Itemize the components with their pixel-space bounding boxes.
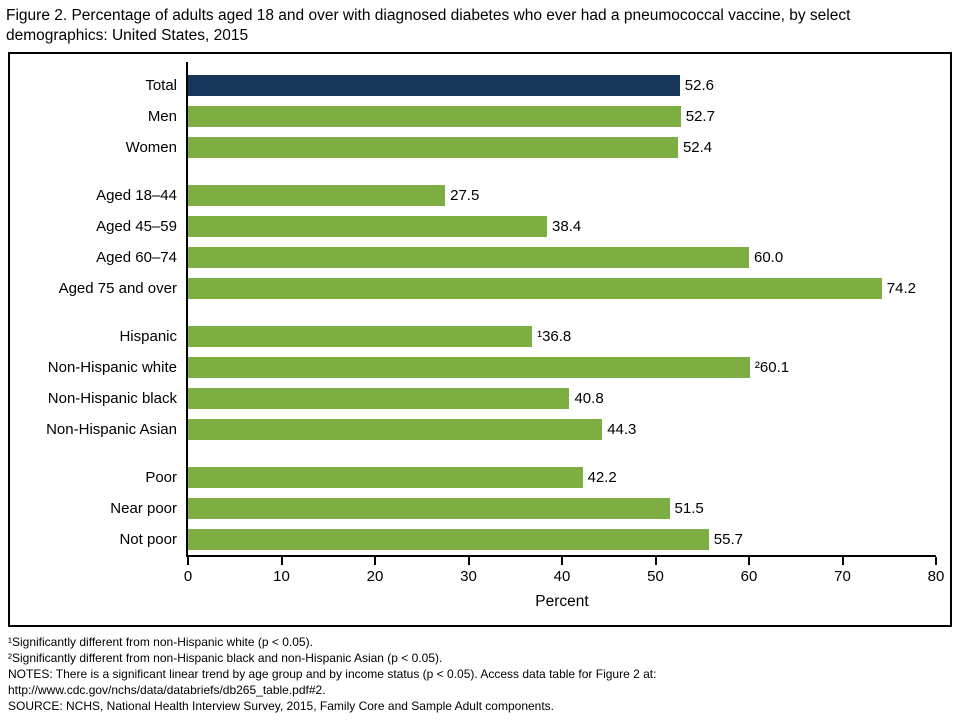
tick-label: 10 [273,568,290,586]
value-label: ¹36.8 [537,328,572,346]
value-label: 44.3 [607,421,637,439]
value-label: 60.0 [754,249,784,267]
value-label: 52.7 [685,108,715,126]
tick-label: 30 [460,568,477,586]
bar-row: 52.7 [188,101,936,132]
bar-nh-black [188,388,570,410]
figure-title: Figure 2. Percentage of adults aged 18 a… [6,7,851,45]
bar-women [188,137,678,159]
bar-aged-18-44 [188,185,446,207]
tick-mark [935,557,937,566]
bars-region: 52.6 52.7 52.4 27.5 38.4 60.0 74.2 ¹36.8… [186,62,936,558]
category-label: Aged 45–59 [96,218,177,236]
category-label: Non-Hispanic black [47,390,177,408]
tick-mark [467,557,470,566]
category-label: Aged 60–74 [96,249,177,267]
x-axis-tick-labels: 0 10 20 30 40 50 60 70 80 [184,565,945,587]
bar-row: ¹36.8 [188,321,936,352]
chart-frame: Total Men Women Aged 18–44 Aged 45–59 Ag… [8,52,952,628]
bar-row: 60.0 [188,242,936,273]
bar-row: 52.6 [188,70,936,101]
category-label: Aged 75 and over [58,280,177,298]
value-label: 74.2 [886,280,916,298]
bar-nh-white [188,357,750,379]
footnote-1: ¹Significantly different from non-Hispan… [8,635,313,650]
category-label: Non-Hispanic Asian [46,421,177,439]
tick-mark [654,557,657,566]
value-label: 55.7 [713,531,743,549]
bar-not-poor [188,529,709,551]
value-label: ²60.1 [754,359,790,377]
category-label: Aged 18–44 [96,187,177,205]
plot-area: Total Men Women Aged 18–44 Aged 45–59 Ag… [18,62,936,558]
bar-nh-asian [188,419,603,441]
tick-mark [187,557,189,566]
footnotes: ¹Significantly different from non-Hispan… [8,635,950,714]
tick-label: 0 [183,568,193,586]
value-label: 40.8 [574,390,604,408]
value-label: 52.6 [684,77,714,95]
bar-row: ²60.1 [188,352,936,383]
bar-aged-45-59 [188,216,548,238]
tick-label: 70 [834,568,851,586]
tick-mark [374,557,376,566]
bar-row: 74.2 [188,273,936,304]
value-label: 42.2 [587,469,617,487]
bar-row: 55.7 [188,524,936,555]
category-label: Total [145,77,177,95]
value-label: 38.4 [552,218,582,236]
bar-near-poor [188,498,670,520]
bar-aged-60-74 [188,247,749,269]
x-axis-title: Percent [535,593,589,611]
bar-poor [188,467,583,489]
bar-row: 27.5 [188,180,936,211]
bar-aged-75-over [188,278,882,300]
bar-row: 44.3 [188,414,936,445]
footnote-notes: NOTES: There is a significant linear tre… [8,666,657,681]
tick-mark [748,557,750,566]
category-label: Poor [145,469,177,487]
tick-label: 60 [740,568,758,586]
bar-men [188,106,681,128]
tick-mark [841,557,844,566]
tick-label: 50 [647,568,664,586]
bar-row: 38.4 [188,211,936,242]
category-label: Not poor [119,531,177,549]
value-label: 27.5 [450,187,480,205]
tick-mark [561,557,563,566]
bar-total [188,75,680,97]
bar-row: 42.2 [188,462,936,493]
category-label: Near poor [110,500,177,518]
category-label: Men [147,108,177,126]
tick-label: 20 [366,568,384,586]
bar-row: 52.4 [188,132,936,163]
bar-hispanic [188,326,533,348]
category-label: Women [125,139,177,157]
value-label: 51.5 [674,500,704,518]
tick-mark [280,557,283,566]
footnote-2: ²Significantly different from non-Hispan… [8,651,443,666]
bar-row: 51.5 [188,493,936,524]
x-axis-ticks [187,557,937,566]
value-label: 52.4 [682,139,713,157]
category-label: Hispanic [119,328,177,346]
footnote-source: SOURCE: NCHS, National Health Interview … [8,698,555,713]
tick-label: 80 [927,568,945,586]
bar-row: 40.8 [188,383,936,414]
y-axis-labels: Total Men Women Aged 18–44 Aged 45–59 Ag… [18,62,186,557]
footnote-url: http://www.cdc.gov/nchs/data/databriefs/… [8,682,326,697]
tick-label: 40 [553,568,571,586]
category-label: Non-Hispanic white [47,359,177,377]
